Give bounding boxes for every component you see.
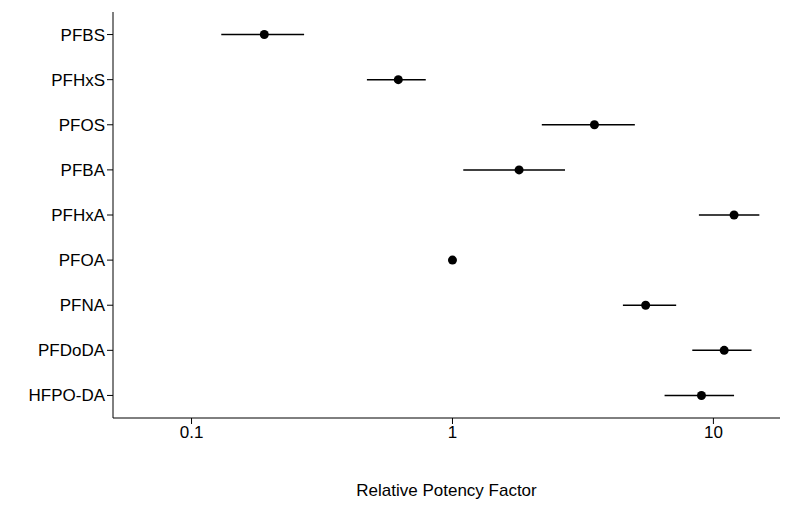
svg-text:PFNA: PFNA [60, 296, 106, 315]
svg-text:PFOS: PFOS [59, 116, 105, 135]
svg-text:PFBA: PFBA [61, 161, 106, 180]
svg-text:0.1: 0.1 [180, 423, 204, 442]
svg-text:PFBS: PFBS [61, 26, 105, 45]
svg-text:PFDoDA: PFDoDA [38, 341, 106, 360]
svg-text:PFHxA: PFHxA [51, 206, 106, 225]
svg-text:10: 10 [704, 423, 723, 442]
svg-text:1: 1 [448, 423, 457, 442]
svg-text:PFOA: PFOA [59, 251, 106, 270]
svg-text:PFHxS: PFHxS [51, 71, 105, 90]
svg-text:HFPO-DA: HFPO-DA [29, 386, 106, 405]
svg-text:Relative Potency Factor: Relative Potency Factor [356, 481, 537, 500]
